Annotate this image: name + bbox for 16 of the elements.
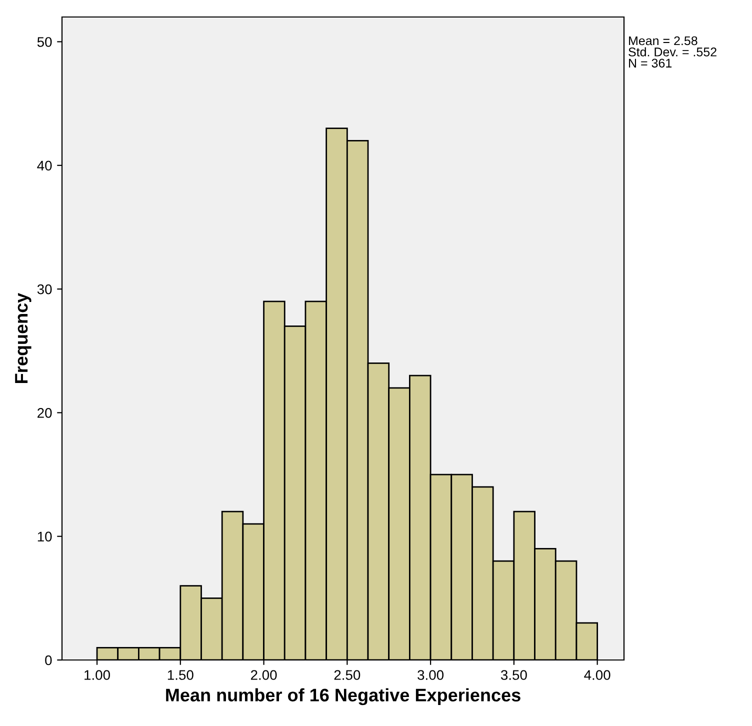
x-tick-label: 2.50 [334,670,360,680]
y-tick-label: 10 [38,532,52,542]
y-tick-label: 20 [38,408,52,418]
y-axis-title: Frequency [15,292,32,383]
x-tick-label: 4.00 [584,670,610,680]
text: Mean = 2.58 Std. Dev. = .552 N = 361 [628,36,716,68]
y-tick-label: 0 [45,655,52,666]
x-tick-label: 3.00 [418,670,444,680]
x-tick-label: 1.00 [84,670,110,680]
x-tick-label: 3.50 [500,670,527,680]
x-tick-label: 2.00 [250,670,277,680]
x-tick-label: 1.50 [168,670,194,680]
y-tick-label: 40 [37,160,52,171]
y-tick-label: 50 [37,37,52,47]
y-tick-label: 30 [37,284,52,294]
x-axis-title: Mean number of 16 Negative Experiences [166,688,520,706]
